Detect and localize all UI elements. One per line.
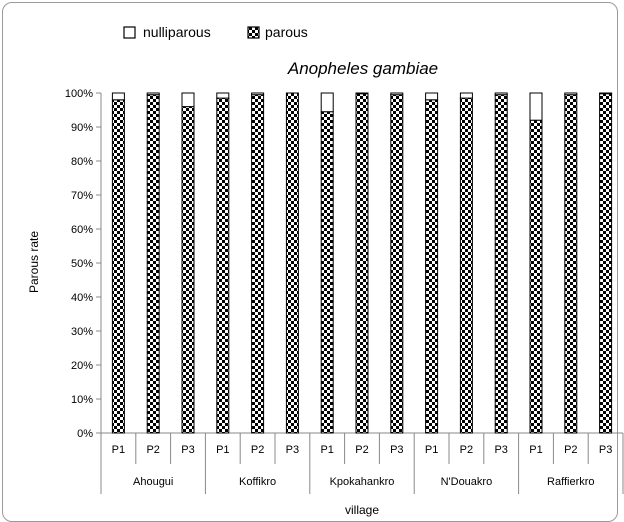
y-axis-label: Parous rate [27,231,41,293]
bar-parous [320,111,334,434]
bar-nulliparous [494,92,508,96]
y-tick-label: 100% [65,88,93,100]
bar-parous [529,119,543,434]
x-tick-label: P2 [251,444,264,456]
x-tick-label: P1 [425,444,438,456]
bar-parous [146,94,160,434]
x-tick-label: P3 [390,444,403,456]
bar-nulliparous [216,92,230,99]
bar-nulliparous [320,92,334,113]
x-axis-label: village [345,503,379,517]
y-tick-label: 40% [71,292,93,304]
bar-nulliparous [425,92,439,101]
x-group-label: Ahougui [133,476,173,488]
y-tick-label: 30% [71,326,93,338]
bar-parous [390,94,404,434]
x-tick-label: P3 [599,444,612,456]
x-tick-label: P1 [112,444,125,456]
bar-parous [251,94,265,434]
legend: nulliparous parous [123,24,308,40]
x-group-label: Raffierkro [547,476,594,488]
x-group-label: Kpokahankro [330,476,395,488]
y-tick-label: 20% [71,360,93,372]
x-tick-label: P1 [216,444,229,456]
bar-parous [494,94,508,434]
x-tick-label: P2 [564,444,577,456]
bar-parous [564,94,578,434]
x-group-label: Koffikro [239,476,276,488]
bar-nulliparous [355,92,369,95]
bar-nulliparous [146,92,160,96]
x-tick-label: P3 [286,444,299,456]
plot-area: 0% 10% 20% 30% 40% 50% 60% 70% 80% 90% 100% P1 P2 P3 A… [65,88,624,494]
y-tick-label: 50% [71,258,93,270]
bar-nulliparous [459,92,473,99]
bar-nulliparous [111,92,125,101]
bar-parous [285,92,299,434]
y-tick-label: 80% [71,156,93,168]
bar-parous [181,106,195,434]
legend-swatch-parous [247,26,260,39]
x-tick-label: P2 [355,444,368,456]
bar-nulliparous [599,92,613,95]
x-tick-label: P1 [529,444,542,456]
x-tick-label: P3 [494,444,507,456]
legend-swatch-nulliparous [123,26,136,39]
y-tick-label: 10% [71,394,93,406]
legend-label-nulliparous: nulliparous [143,24,211,40]
x-tick-label: P3 [181,444,194,456]
x-tick-label: P1 [320,444,333,456]
bar-nulliparous [390,92,404,96]
legend-label-parous: parous [265,24,308,40]
chart-title: Anopheles gambiae [287,59,438,78]
bar-parous [355,93,369,434]
x-tick-label: P2 [460,444,473,456]
y-tick-label: 90% [71,122,93,134]
bar-nulliparous [251,92,265,96]
bar-nulliparous [181,92,195,108]
bar-parous [111,99,125,434]
bar-nulliparous [529,92,543,121]
bar-parous [459,97,473,434]
y-tick-label: 0% [77,428,93,440]
bar-parous [216,97,230,434]
x-tick-label: P2 [146,444,159,456]
bar-parous [425,99,439,434]
bar-parous [599,93,613,434]
x-group-label: N'Douakro [441,476,493,488]
y-tick-label: 70% [71,190,93,202]
y-tick-label: 60% [71,224,93,236]
bar-nulliparous [564,92,578,96]
